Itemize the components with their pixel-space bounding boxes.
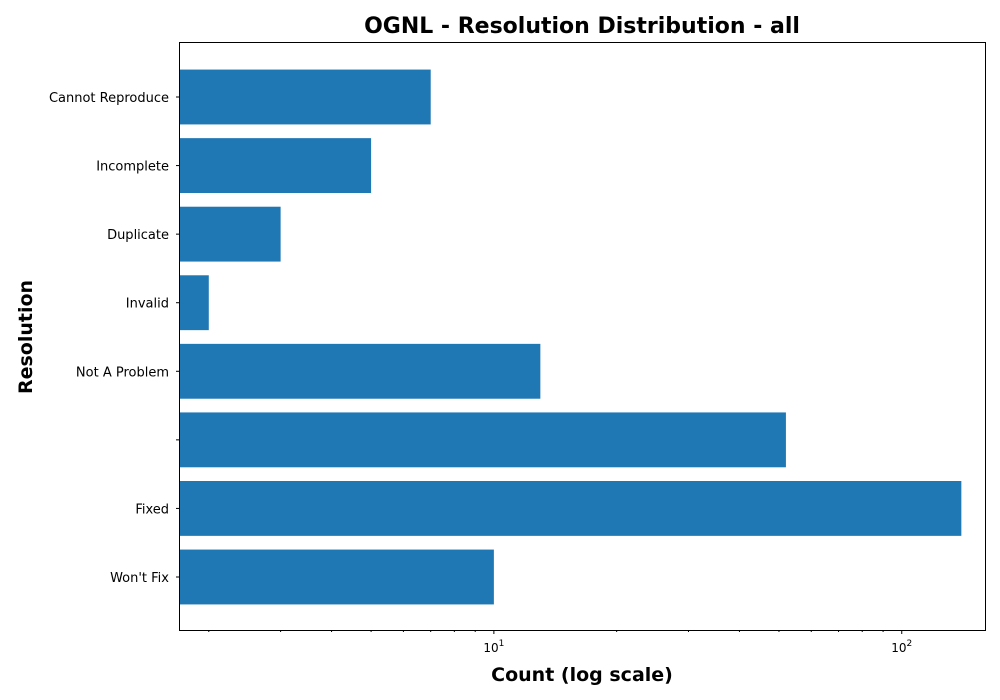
bar bbox=[180, 275, 209, 331]
bars-group bbox=[180, 69, 962, 605]
y-tick-label: Cannot Reproduce bbox=[49, 91, 169, 106]
y-tick-label: Duplicate bbox=[107, 228, 169, 243]
y-tick-label: Invalid bbox=[126, 297, 169, 312]
bar bbox=[180, 206, 281, 262]
x-tick-label: 102 bbox=[891, 639, 912, 655]
bar bbox=[180, 343, 541, 399]
y-axis-label: Resolution bbox=[15, 280, 37, 394]
x-ticks-group: 101 102 bbox=[208, 630, 912, 655]
y-ticks-group: Cannot Reproduce Incomplete Duplicate Inval… bbox=[49, 91, 180, 586]
y-tick-label: Fixed bbox=[135, 502, 169, 517]
bar bbox=[180, 138, 372, 193]
y-tick-label: Incomplete bbox=[96, 160, 169, 175]
plot-frame bbox=[179, 42, 986, 631]
x-axis-label: Count (log scale) bbox=[491, 664, 673, 686]
bar bbox=[180, 549, 494, 605]
chart-title: OGNL - Resolution Distribution - all bbox=[364, 14, 800, 39]
bar bbox=[180, 481, 962, 536]
y-tick-label: Won't Fix bbox=[110, 571, 169, 586]
y-tick-label: Not A Problem bbox=[76, 365, 169, 380]
x-tick-label: 101 bbox=[483, 639, 504, 655]
bar bbox=[180, 412, 786, 468]
bar bbox=[180, 69, 431, 125]
